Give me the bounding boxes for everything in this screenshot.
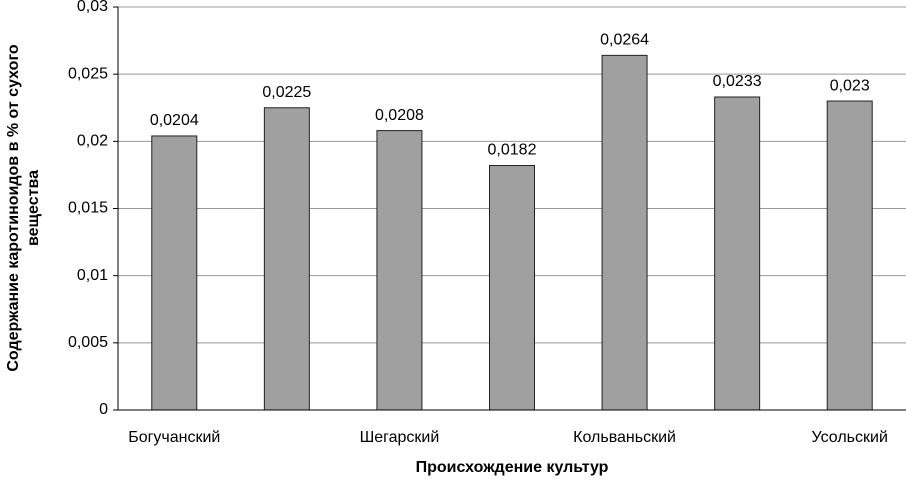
y-tick-label: 0,03 [77, 0, 108, 15]
bar [489, 165, 535, 411]
bar [601, 54, 648, 411]
value-label: 0,0182 [488, 142, 537, 159]
value-label: 0,0225 [262, 84, 311, 101]
y-axis-title-line: вещества [25, 170, 42, 246]
bar [714, 96, 761, 411]
value-label: 0,023 [830, 77, 870, 94]
x-tick-label: Богучанский [128, 429, 220, 446]
bar [826, 100, 873, 411]
value-label: 0,0204 [150, 112, 199, 129]
y-tick-label: 0,02 [77, 133, 108, 150]
value-label: 0,0264 [600, 32, 649, 49]
y-tick-label: 0,025 [68, 65, 108, 82]
x-tick-label: Шегарский [360, 429, 440, 446]
x-tick-label: Кольваньский [573, 429, 676, 446]
y-axis-title-line: Содержание каротиноидов в % от сухого [5, 44, 22, 372]
x-tick-label: Усольский [812, 429, 888, 446]
x-axis-title: Происхождение культур [416, 459, 609, 476]
y-tick-label: 0,005 [68, 334, 108, 351]
bar [151, 135, 198, 411]
bar [376, 130, 423, 411]
bar [263, 107, 310, 411]
y-tick-label: 0 [99, 401, 108, 418]
y-axis-title: Содержание каротиноидов в % от сухого ве… [5, 44, 42, 372]
y-tick-label: 0,015 [68, 200, 108, 217]
value-label: 0,0208 [375, 107, 424, 124]
y-tick-label: 0,01 [77, 267, 108, 284]
value-label: 0,0233 [713, 73, 762, 90]
